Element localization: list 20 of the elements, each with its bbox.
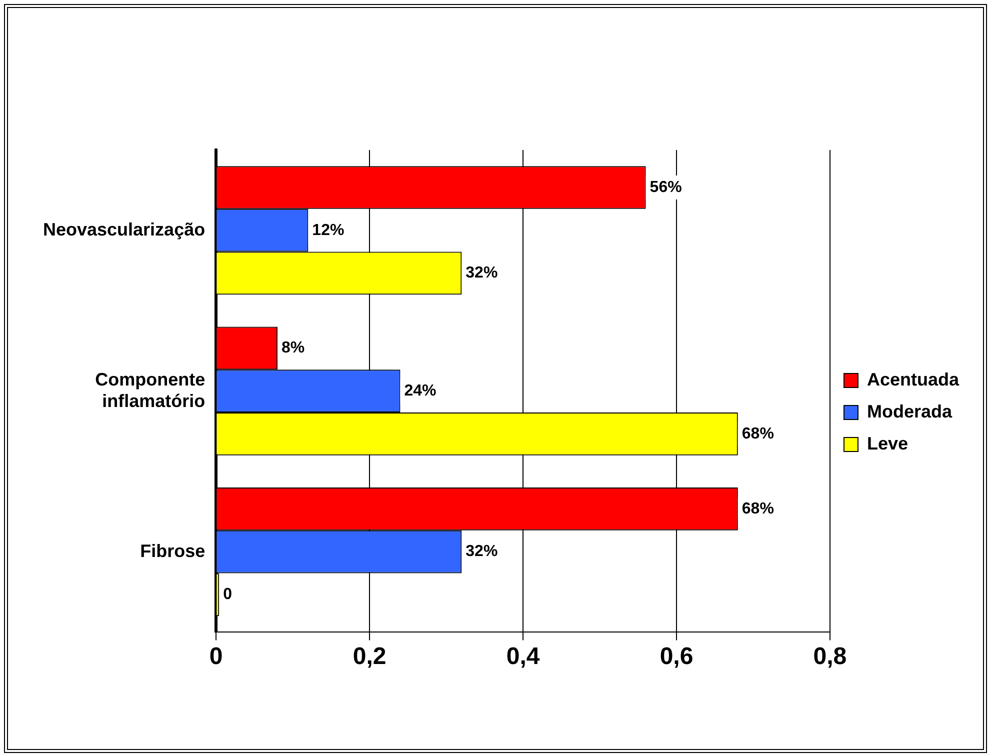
x-tick-label: 0,4 xyxy=(506,643,540,670)
x-tick-label: 0,6 xyxy=(660,643,694,670)
x-tick-label: 0,2 xyxy=(352,643,386,670)
data-label: 8% xyxy=(281,340,305,357)
data-label: 24% xyxy=(404,382,436,400)
data-label: 32% xyxy=(466,543,498,560)
data-label: 56% xyxy=(650,178,682,196)
data-label: 12% xyxy=(312,222,344,239)
data-label: 0 xyxy=(223,586,232,604)
y-tick-label: Neovascularização xyxy=(42,219,206,240)
data-label: 68% xyxy=(742,425,774,442)
y-tick-label: Fibrose xyxy=(140,540,206,561)
legend-label: Leve xyxy=(866,433,908,454)
data-label: 32% xyxy=(466,264,498,282)
x-tick-label: 0,8 xyxy=(813,643,847,670)
legend-label: Acentuada xyxy=(866,369,960,390)
legend-label: Moderada xyxy=(866,401,953,422)
data-label: 68% xyxy=(742,500,774,518)
y-tick-label: Componente inflamatório xyxy=(95,369,206,411)
x-tick-label: 0 xyxy=(209,643,223,670)
